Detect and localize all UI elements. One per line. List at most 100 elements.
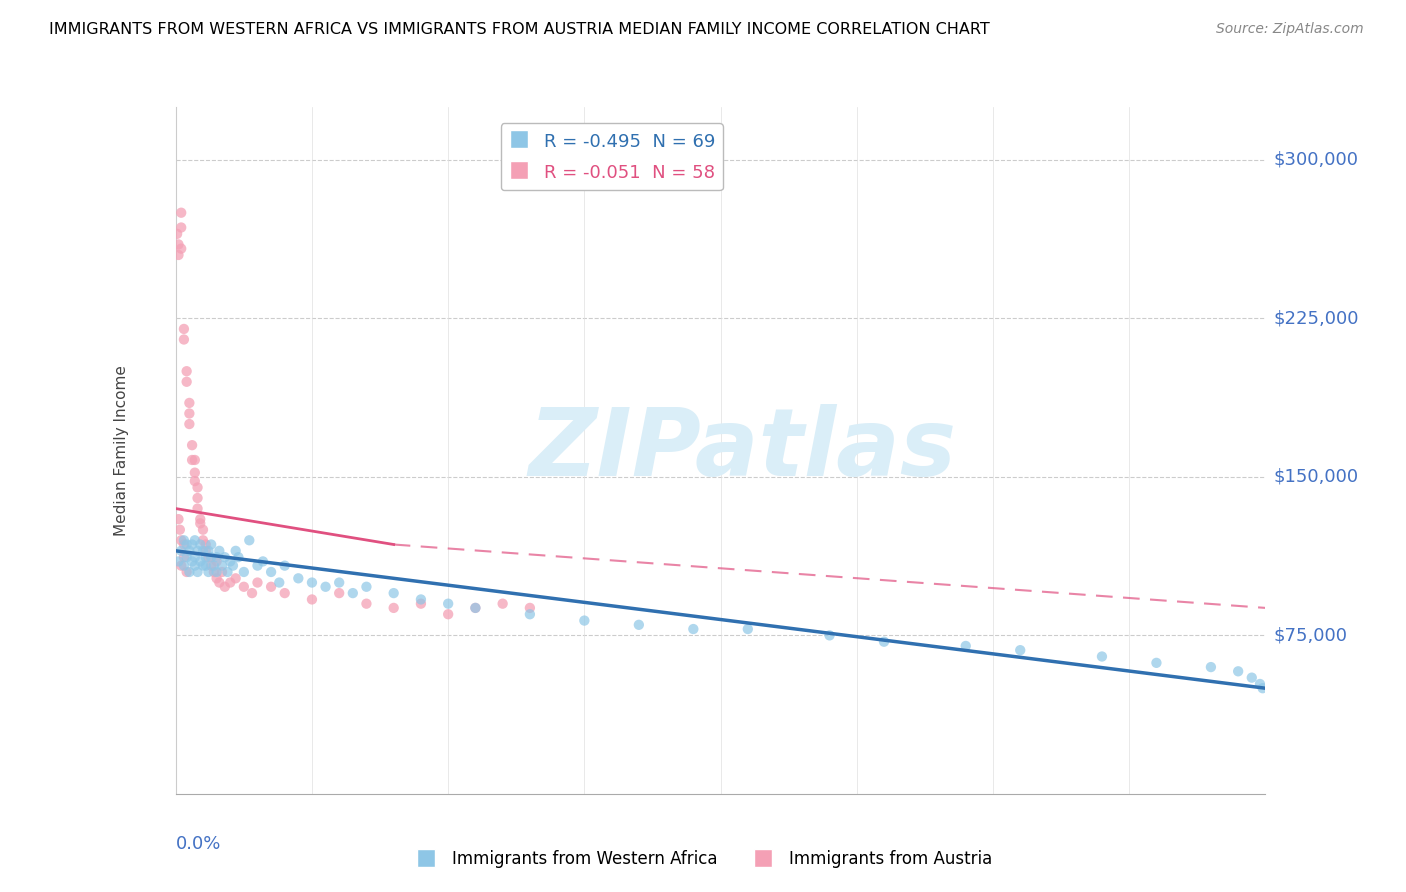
Point	[200, 550, 222, 565]
Text: 0.0%: 0.0%	[176, 835, 221, 853]
Point	[194, 544, 217, 558]
Point	[301, 575, 323, 590]
Point	[179, 396, 201, 410]
Point	[202, 558, 225, 573]
Point	[240, 586, 263, 600]
Point	[269, 575, 291, 590]
Point	[409, 597, 432, 611]
Point	[170, 220, 193, 235]
Point	[574, 614, 596, 628]
Point	[214, 580, 236, 594]
Point	[464, 601, 486, 615]
Point	[219, 575, 242, 590]
Point	[232, 580, 254, 594]
Point	[328, 586, 350, 600]
Point	[176, 565, 198, 579]
Point	[205, 550, 228, 565]
Point	[228, 550, 250, 565]
Point	[191, 558, 214, 573]
Point	[238, 533, 260, 548]
Point	[186, 544, 209, 558]
Point	[211, 558, 233, 573]
Point	[197, 544, 219, 558]
Point	[170, 544, 193, 558]
Point	[492, 597, 515, 611]
Point	[191, 544, 214, 558]
Point	[260, 565, 283, 579]
Point	[186, 501, 209, 516]
Point	[191, 523, 214, 537]
Point	[1144, 656, 1167, 670]
Text: $75,000: $75,000	[1274, 626, 1347, 644]
Point	[181, 554, 204, 568]
Point	[382, 586, 405, 600]
Point	[1091, 649, 1114, 664]
Point	[188, 537, 211, 551]
Point	[200, 537, 222, 551]
Point	[519, 607, 541, 622]
Point	[191, 533, 214, 548]
Point	[179, 544, 201, 558]
Point	[214, 550, 236, 565]
Point	[167, 237, 190, 252]
Point	[246, 575, 269, 590]
Point	[301, 592, 323, 607]
Point	[437, 607, 460, 622]
Point	[464, 601, 486, 615]
Point	[342, 586, 364, 600]
Point	[205, 565, 228, 579]
Point	[176, 550, 198, 565]
Point	[356, 597, 378, 611]
Point	[225, 544, 247, 558]
Legend: R = -0.495  N = 69, R = -0.051  N = 58: R = -0.495 N = 69, R = -0.051 N = 58	[501, 123, 723, 191]
Text: Source: ZipAtlas.com: Source: ZipAtlas.com	[1216, 22, 1364, 37]
Point	[202, 565, 225, 579]
Point	[194, 550, 217, 565]
Point	[173, 537, 195, 551]
Point	[252, 554, 274, 568]
Text: $150,000: $150,000	[1274, 468, 1358, 486]
Point	[184, 453, 207, 467]
Point	[181, 453, 204, 467]
Point	[184, 474, 207, 488]
Point	[194, 558, 217, 573]
Point	[166, 227, 188, 241]
Point	[186, 491, 209, 505]
Point	[232, 565, 254, 579]
Point	[519, 601, 541, 615]
Point	[873, 634, 896, 648]
Point	[437, 597, 460, 611]
Point	[188, 512, 211, 526]
Point	[225, 571, 247, 585]
Point	[173, 533, 195, 548]
Point	[205, 571, 228, 585]
Point	[188, 516, 211, 531]
Point	[181, 537, 204, 551]
Point	[328, 575, 350, 590]
Point	[176, 375, 198, 389]
Point	[184, 466, 207, 480]
Point	[1249, 677, 1271, 691]
Text: $300,000: $300,000	[1274, 151, 1358, 169]
Point	[818, 628, 841, 642]
Point	[173, 322, 195, 336]
Point	[315, 580, 337, 594]
Point	[246, 558, 269, 573]
Text: IMMIGRANTS FROM WESTERN AFRICA VS IMMIGRANTS FROM AUSTRIA MEDIAN FAMILY INCOME C: IMMIGRANTS FROM WESTERN AFRICA VS IMMIGR…	[49, 22, 990, 37]
Point	[200, 558, 222, 573]
Point	[170, 558, 193, 573]
Point	[176, 537, 198, 551]
Point	[682, 622, 704, 636]
Point	[186, 565, 209, 579]
Point	[205, 554, 228, 568]
Point	[173, 333, 195, 347]
Point	[167, 248, 190, 262]
Point	[274, 558, 297, 573]
Point	[170, 242, 193, 256]
Point	[197, 565, 219, 579]
Text: $225,000: $225,000	[1274, 310, 1360, 327]
Point	[169, 523, 191, 537]
Point	[1227, 665, 1250, 679]
Point	[627, 617, 650, 632]
Point	[287, 571, 309, 585]
